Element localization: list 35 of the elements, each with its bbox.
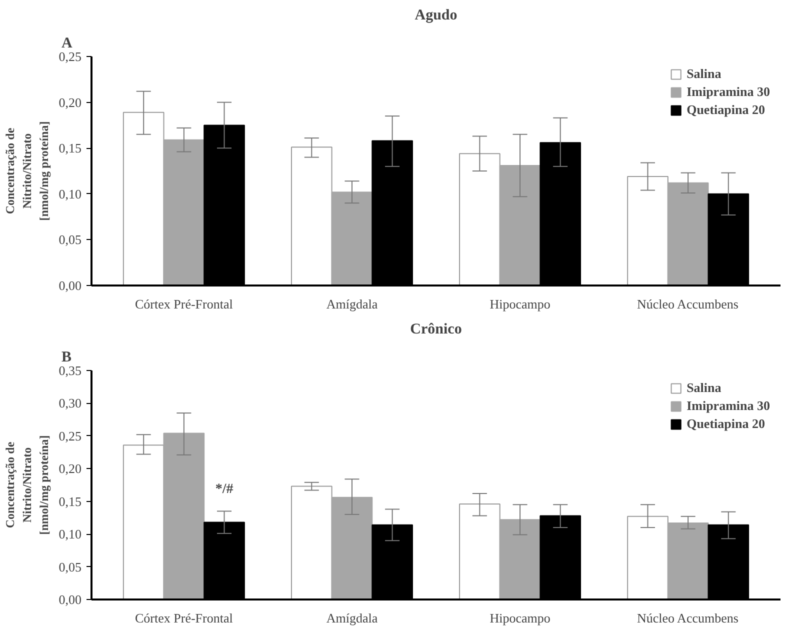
chart-title: Crônico bbox=[410, 322, 462, 338]
y-tick-label: 0,15 bbox=[58, 140, 82, 156]
y-axis-title: Concentração de Nitrito/Nitrato [nmol/mg proteína] bbox=[3, 435, 51, 535]
y-tick-label: 0,25 bbox=[58, 49, 82, 64]
x-tick-label: Hipocampo bbox=[490, 610, 550, 626]
y-tick-label: 0,00 bbox=[58, 592, 82, 607]
x-tick-label: Hipocampo bbox=[490, 296, 550, 312]
y-tick-label: 0,10 bbox=[58, 186, 82, 202]
y-tick-label: 0,20 bbox=[58, 461, 82, 476]
y-tick-label: 0,15 bbox=[58, 494, 82, 509]
text: A bbox=[62, 36, 72, 52]
legend-label: Imipramina 30 bbox=[686, 84, 770, 100]
legend-label: Quetiapina 20 bbox=[686, 102, 765, 118]
annotation: */# bbox=[215, 482, 234, 498]
y-tick-label: 0,30 bbox=[58, 396, 82, 411]
legend-label: Salina bbox=[686, 380, 722, 396]
legend-label: Quetiapina 20 bbox=[686, 416, 765, 432]
x-tick-label: Núcleo Accumbens bbox=[636, 296, 738, 312]
x-tick-label: Amígdala bbox=[326, 610, 378, 626]
x-tick-label: Córtex Pré-Frontal bbox=[135, 610, 234, 626]
y-tick-label: 0,05 bbox=[58, 559, 82, 574]
text: B bbox=[62, 350, 72, 366]
x-tick-label: Núcleo Accumbens bbox=[636, 610, 738, 626]
legend-label: Imipramina 30 bbox=[686, 398, 770, 414]
y-tick-label: 0,25 bbox=[58, 428, 82, 444]
y-tick-label: 0,20 bbox=[58, 94, 82, 110]
y-tick-label: 0,05 bbox=[58, 232, 82, 248]
x-tick-label: Amígdala bbox=[326, 296, 378, 312]
y-tick-label: 0,10 bbox=[58, 526, 82, 542]
y-tick-label: 0,35 bbox=[58, 363, 82, 378]
legend-label: Salina bbox=[686, 66, 722, 82]
x-tick-label: Córtex Pré-Frontal bbox=[135, 296, 234, 312]
y-tick-label: 0,00 bbox=[58, 278, 82, 293]
chart-title: Agudo bbox=[414, 8, 458, 24]
y-axis-title: Concentração de Nitrito/Nitrato [nmol/mg proteína] bbox=[3, 121, 51, 221]
